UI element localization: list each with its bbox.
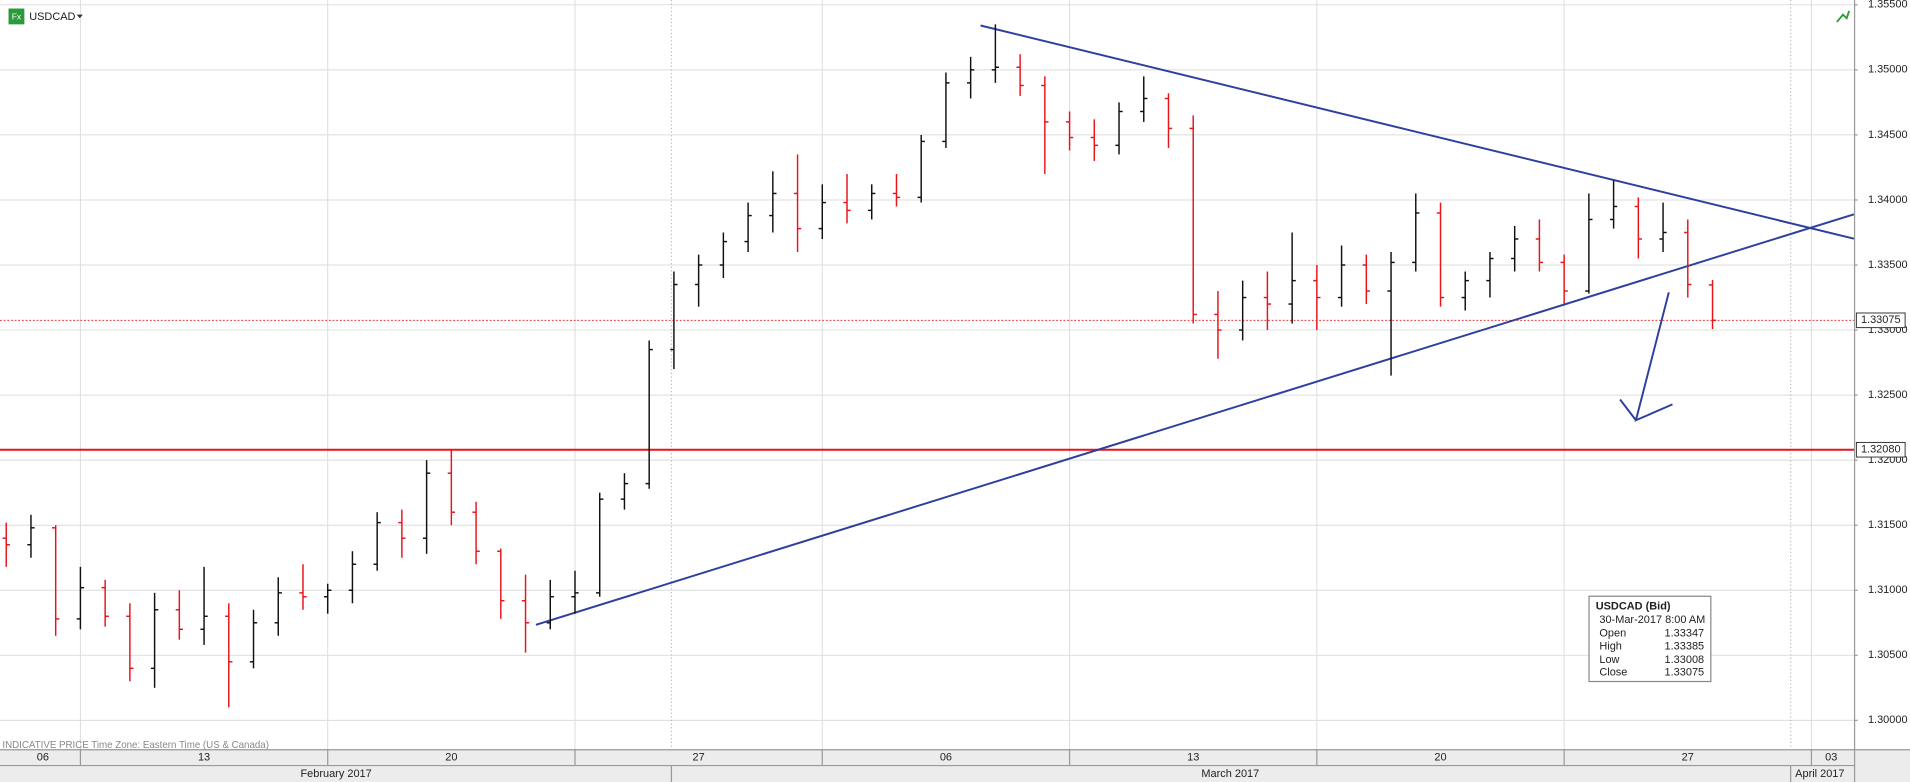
y-tick-label: 1.35000 — [1868, 64, 1908, 76]
y-tick-label: 1.32500 — [1868, 389, 1908, 401]
arrow-annotation — [1619, 292, 1673, 422]
price-level-box — [1855, 441, 1906, 458]
y-tick-label: 1.30000 — [1868, 714, 1908, 726]
y-tick-label: 1.31000 — [1868, 584, 1908, 596]
footer-note: INDICATIVE PRICE Time Zone: Eastern Time… — [2, 740, 269, 751]
x-tick-label: 27 — [1682, 752, 1694, 764]
x-tick-label: 27 — [693, 752, 705, 764]
dropdown-arrow[interactable] — [76, 14, 83, 19]
x-tick-label: 06 — [940, 752, 952, 764]
info-label: High — [1599, 641, 1622, 653]
x-tick-label: 20 — [445, 752, 457, 764]
info-label: Close — [1599, 666, 1627, 678]
x-tick-label: 20 — [1434, 752, 1446, 764]
y-tick-label: 1.34000 — [1868, 194, 1908, 206]
y-tick-label: 1.30500 — [1868, 649, 1908, 661]
price-bars — [2, 24, 1717, 708]
x-tick-label: 06 — [37, 752, 49, 764]
y-tick-label: 1.33000 — [1868, 324, 1908, 336]
chart-icon[interactable] — [1836, 10, 1850, 23]
x-tick-label: 13 — [198, 752, 210, 764]
month-label: February 2017 — [300, 768, 371, 780]
grid — [0, 0, 1854, 750]
info-date: 30-Mar-2017 8:00 AM — [1599, 614, 1705, 626]
trendline — [980, 24, 1855, 240]
info-label: Low — [1599, 654, 1619, 666]
info-title: USDCAD (Bid) — [1596, 600, 1671, 612]
info-value: 1.33385 — [1665, 641, 1705, 653]
info-box: USDCAD (Bid) 30-Mar-2017 8:00 AM Open 1.… — [1588, 595, 1712, 683]
info-value: 1.33347 — [1665, 627, 1705, 639]
symbol: USDCAD — [29, 11, 75, 23]
trendline — [535, 213, 1855, 626]
header: Fx USDCAD — [8, 8, 1850, 25]
month-label: April 2017 — [1795, 768, 1844, 780]
overlays — [0, 24, 1855, 626]
y-tick-label: 1.34500 — [1868, 129, 1908, 141]
axes: 1.30000 1.30500 1.31000 1.31500 1.32000 1.325… — [37, 0, 1908, 782]
info-value: 1.33075 — [1665, 666, 1705, 678]
info-label: Open — [1599, 627, 1626, 639]
info-value: 1.33008 — [1665, 654, 1705, 666]
y-tick-label: 1.31500 — [1868, 519, 1908, 531]
x-tick-label: 13 — [1187, 752, 1199, 764]
price-level-label: 1.32080 — [1861, 444, 1901, 456]
month-label: March 2017 — [1201, 768, 1259, 780]
fx-icon — [8, 8, 25, 25]
price-level-box — [1855, 312, 1906, 329]
fx-icon-label: Fx — [12, 11, 22, 21]
y-tick-label: 1.35500 — [1868, 0, 1908, 11]
x-tick-label: 03 — [1825, 752, 1837, 764]
info-box-frame — [1588, 595, 1712, 683]
y-tick-label: 1.32000 — [1868, 454, 1908, 466]
price-level-label: 1.33075 — [1861, 314, 1901, 326]
y-tick-label: 1.33500 — [1868, 259, 1908, 271]
